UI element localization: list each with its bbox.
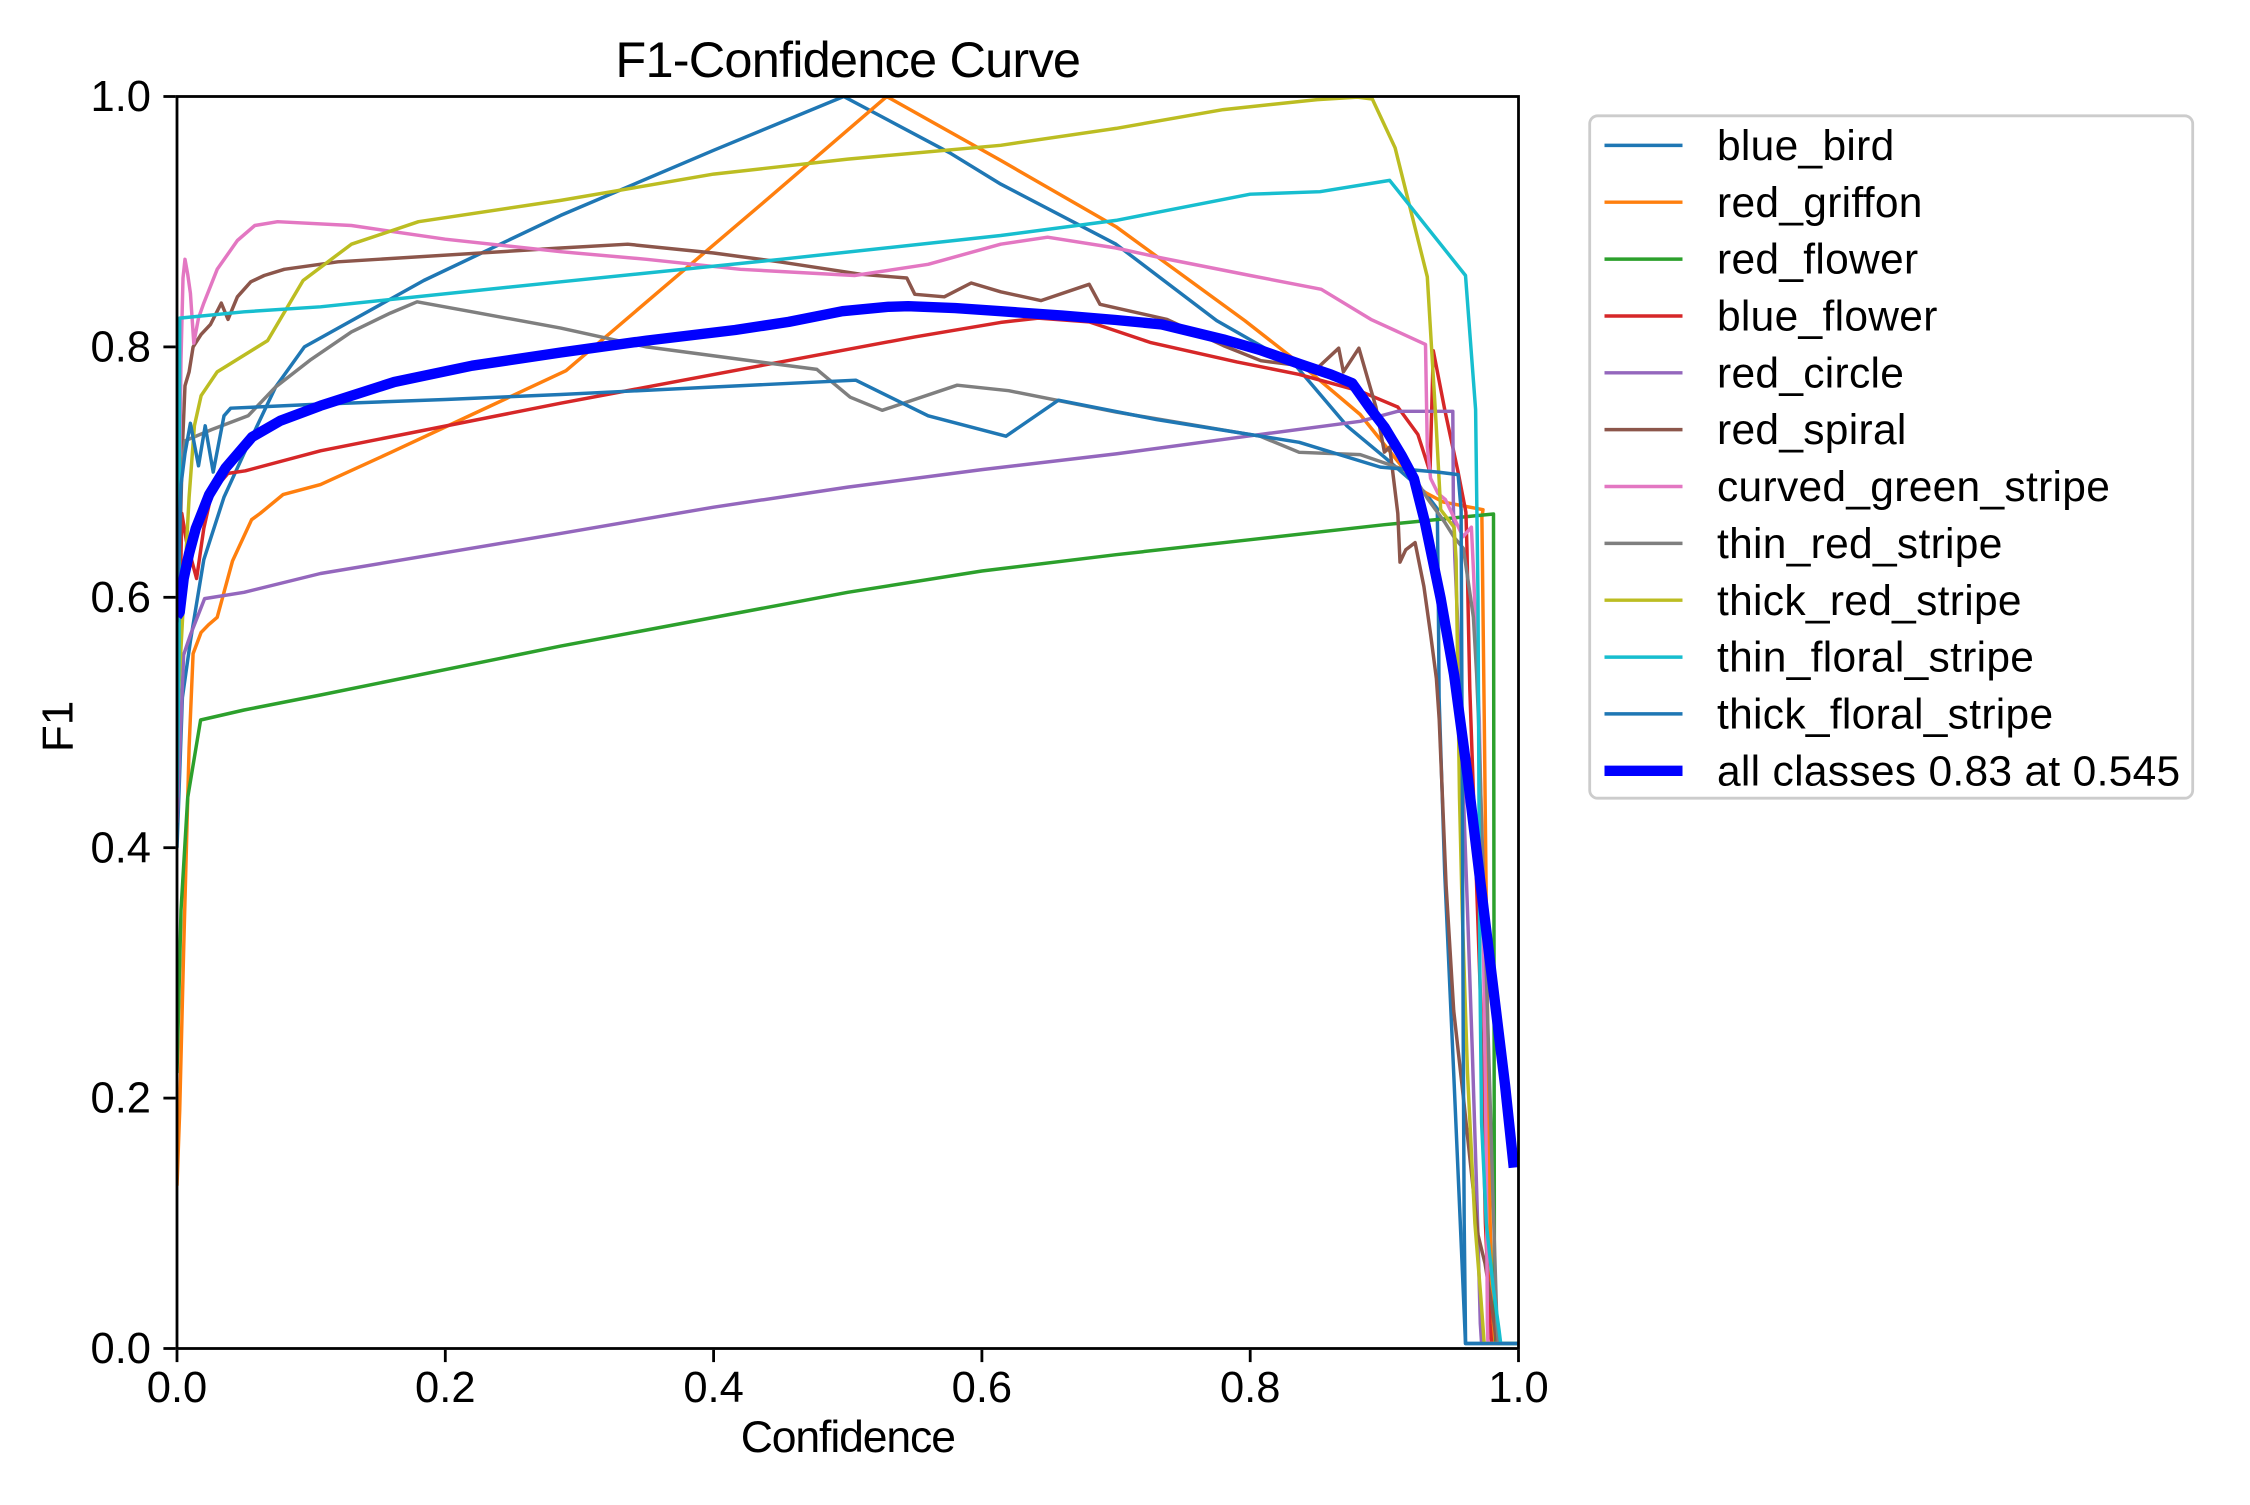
svg-text:1.0: 1.0 (1488, 1364, 1548, 1412)
svg-text:all classes 0.83 at 0.545: all classes 0.83 at 0.545 (1717, 748, 2180, 795)
svg-text:0.6: 0.6 (952, 1364, 1012, 1412)
svg-text:0.2: 0.2 (91, 1075, 151, 1123)
svg-text:thick_red_stripe: thick_red_stripe (1717, 578, 2022, 625)
svg-text:thin_floral_stripe: thin_floral_stripe (1717, 635, 2034, 682)
svg-text:blue_bird: blue_bird (1717, 123, 1895, 170)
svg-text:red_spiral: red_spiral (1717, 407, 1907, 454)
svg-text:0.2: 0.2 (415, 1364, 475, 1412)
svg-text:F1-Confidence Curve: F1-Confidence Curve (615, 31, 1080, 88)
svg-text:1.0: 1.0 (91, 73, 151, 121)
svg-text:0.8: 0.8 (91, 324, 151, 372)
svg-text:blue_flower: blue_flower (1717, 294, 1938, 341)
svg-text:0.0: 0.0 (91, 1325, 151, 1373)
svg-text:0.6: 0.6 (91, 574, 151, 622)
svg-text:thick_floral_stripe: thick_floral_stripe (1717, 692, 2053, 739)
svg-text:0.0: 0.0 (147, 1364, 207, 1412)
svg-text:0.4: 0.4 (683, 1364, 743, 1412)
svg-text:red_circle: red_circle (1717, 350, 1904, 397)
svg-text:red_griffon: red_griffon (1717, 180, 1923, 227)
svg-text:red_flower: red_flower (1717, 237, 1918, 284)
svg-text:Confidence: Confidence (741, 1413, 955, 1462)
svg-text:F1: F1 (34, 701, 83, 752)
svg-text:curved_green_stripe: curved_green_stripe (1717, 464, 2110, 511)
svg-text:0.8: 0.8 (1220, 1364, 1280, 1412)
svg-text:thin_red_stripe: thin_red_stripe (1717, 521, 2003, 568)
svg-text:0.4: 0.4 (91, 824, 151, 872)
